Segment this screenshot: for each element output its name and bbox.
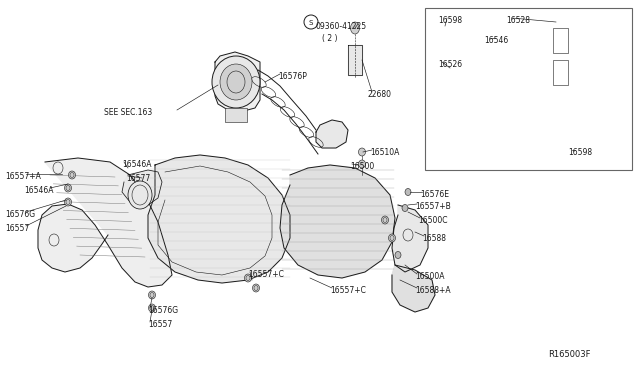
Text: ( 2 ): ( 2 )	[322, 34, 337, 43]
Ellipse shape	[402, 205, 408, 212]
Ellipse shape	[358, 160, 365, 168]
Text: 16576G: 16576G	[5, 210, 35, 219]
Text: R165003F: R165003F	[548, 350, 591, 359]
Text: 09360-41225: 09360-41225	[316, 22, 367, 31]
Text: 16546A: 16546A	[122, 160, 152, 169]
Polygon shape	[280, 165, 395, 278]
Ellipse shape	[405, 189, 411, 196]
Text: 16500: 16500	[350, 162, 374, 171]
Polygon shape	[38, 158, 172, 287]
Text: 16588: 16588	[422, 234, 446, 243]
Text: 16557: 16557	[5, 224, 29, 233]
Text: 16557+A: 16557+A	[5, 172, 41, 181]
Text: 16588+A: 16588+A	[415, 286, 451, 295]
Polygon shape	[452, 52, 548, 155]
Ellipse shape	[351, 22, 360, 34]
Text: 16510A: 16510A	[370, 148, 399, 157]
Bar	[553, 28, 568, 53]
Ellipse shape	[65, 184, 72, 192]
Polygon shape	[148, 155, 290, 283]
Polygon shape	[215, 52, 260, 112]
Polygon shape	[122, 170, 162, 205]
Text: 16557+C: 16557+C	[330, 286, 366, 295]
Text: 16526: 16526	[438, 60, 462, 69]
Text: 16576P: 16576P	[278, 72, 307, 81]
Text: 16500A: 16500A	[415, 272, 445, 281]
Polygon shape	[392, 265, 435, 312]
Text: 16576G: 16576G	[148, 306, 178, 315]
Ellipse shape	[253, 284, 259, 292]
Text: 22680: 22680	[368, 90, 392, 99]
Ellipse shape	[381, 216, 388, 224]
Ellipse shape	[220, 64, 252, 100]
Ellipse shape	[244, 274, 252, 282]
Text: 16557+B: 16557+B	[415, 202, 451, 211]
Polygon shape	[428, 68, 468, 152]
Text: 16576E: 16576E	[420, 190, 449, 199]
Ellipse shape	[148, 304, 156, 312]
Polygon shape	[392, 205, 428, 272]
Text: 16557: 16557	[148, 320, 172, 329]
Bar	[225, 108, 247, 122]
Bar	[425, 8, 632, 170]
Ellipse shape	[388, 234, 396, 242]
Ellipse shape	[212, 56, 260, 108]
Ellipse shape	[358, 148, 365, 156]
Ellipse shape	[395, 251, 401, 259]
Text: 16557+C: 16557+C	[248, 270, 284, 279]
Ellipse shape	[148, 291, 156, 299]
Text: 16598: 16598	[438, 16, 462, 25]
Text: 16546A: 16546A	[24, 186, 54, 195]
Text: SEE SEC.163: SEE SEC.163	[104, 108, 152, 117]
Ellipse shape	[65, 198, 72, 206]
Text: 16500C: 16500C	[418, 216, 447, 225]
Polygon shape	[316, 120, 348, 148]
Text: 16577: 16577	[126, 174, 150, 183]
Polygon shape	[548, 18, 628, 152]
Text: 16546: 16546	[484, 36, 508, 45]
Text: S: S	[309, 20, 313, 26]
Text: 16528: 16528	[506, 16, 530, 25]
Bar	[553, 60, 568, 85]
Text: 16598: 16598	[568, 148, 592, 157]
Ellipse shape	[128, 181, 152, 209]
Ellipse shape	[68, 171, 76, 179]
Polygon shape	[348, 45, 362, 75]
